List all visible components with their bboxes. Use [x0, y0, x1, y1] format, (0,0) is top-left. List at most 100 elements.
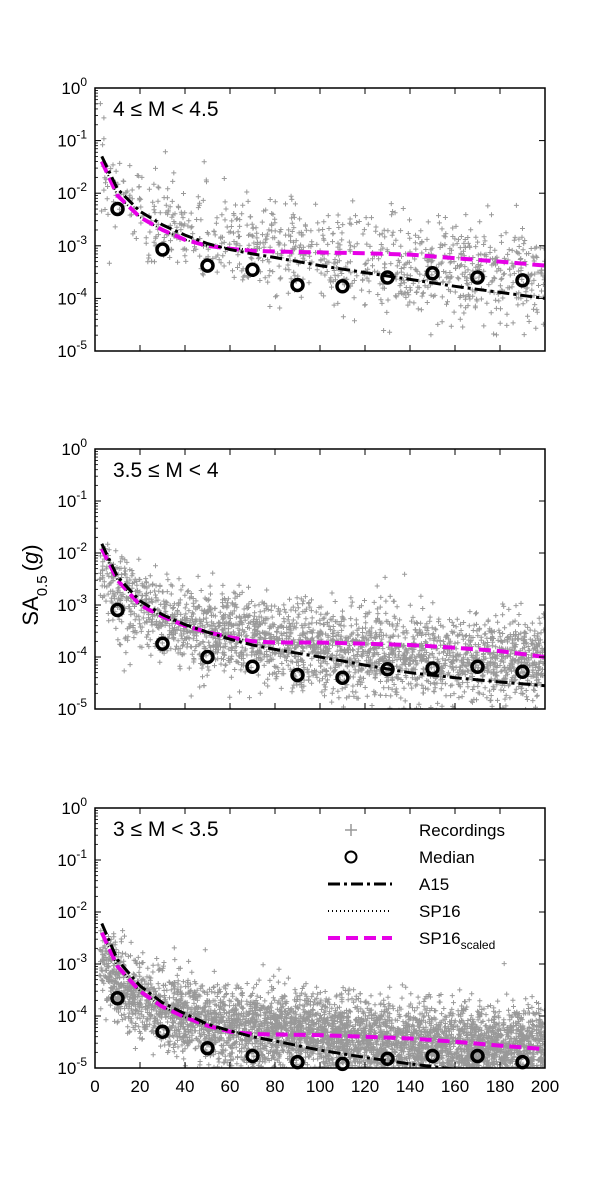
recording-point — [530, 669, 536, 675]
recording-point — [294, 595, 300, 601]
recording-point — [500, 705, 506, 709]
recording-point — [389, 646, 395, 652]
recording-point — [163, 202, 169, 208]
y-tick-base: 10 — [57, 492, 76, 511]
recording-point — [194, 618, 200, 624]
recording-point — [540, 321, 545, 327]
recording-point — [178, 631, 184, 637]
median-point — [245, 262, 260, 278]
recording-point — [348, 243, 354, 249]
recording-point — [403, 285, 409, 290]
recording-point — [355, 632, 361, 638]
recording-point — [122, 568, 128, 574]
recording-point — [296, 230, 302, 236]
recording-point — [174, 972, 180, 978]
recording-point — [257, 649, 263, 655]
recording-point — [181, 629, 187, 635]
recording-point — [299, 622, 305, 628]
y-tick-base: 10 — [61, 79, 80, 98]
recording-point — [100, 559, 106, 565]
recording-point — [538, 658, 544, 664]
recording-point — [480, 691, 486, 697]
recording-point — [455, 275, 461, 281]
recordings-series — [97, 541, 545, 709]
recording-point — [339, 237, 345, 243]
recording-point — [409, 685, 415, 691]
recording-point — [293, 608, 299, 614]
recording-point — [411, 646, 417, 652]
recording-point — [181, 639, 186, 645]
recording-point — [254, 650, 260, 655]
recording-point — [412, 627, 418, 633]
recording-point — [363, 625, 368, 631]
recording-point — [201, 683, 207, 688]
recording-point — [309, 597, 314, 603]
recording-point — [353, 617, 359, 623]
recording-point — [252, 603, 258, 609]
recording-point — [339, 271, 345, 276]
recording-point — [520, 301, 526, 307]
recording-point — [399, 982, 405, 988]
recording-point — [473, 244, 479, 250]
recording-point — [248, 214, 254, 220]
recording-point — [220, 234, 225, 240]
recording-point — [530, 698, 536, 704]
recording-point — [275, 979, 281, 985]
recording-point — [486, 668, 492, 674]
recording-point — [383, 632, 389, 638]
recording-point — [163, 602, 169, 608]
recording-point — [464, 281, 470, 286]
recording-point — [393, 293, 399, 299]
recording-point — [526, 251, 532, 256]
recording-point — [493, 305, 499, 311]
recording-point — [322, 1050, 328, 1056]
recording-point — [200, 272, 206, 278]
recording-point — [323, 645, 329, 651]
recording-point — [322, 693, 327, 699]
recording-point — [348, 623, 354, 629]
recording-point — [298, 242, 304, 248]
recording-point — [226, 260, 232, 266]
recording-point — [296, 663, 301, 669]
recording-point — [499, 275, 505, 281]
recording-point — [408, 991, 414, 997]
recording-point — [254, 632, 260, 638]
recording-point — [360, 630, 366, 635]
recording-point — [192, 648, 198, 654]
recording-point — [399, 253, 404, 259]
y-tick-exponent: -3 — [76, 592, 87, 606]
recording-point — [144, 619, 150, 625]
recording-point — [177, 646, 183, 652]
recording-point — [410, 707, 412, 709]
recording-point — [276, 640, 281, 646]
recording-point — [471, 684, 477, 690]
recording-point — [320, 668, 326, 674]
recording-point — [330, 230, 336, 236]
recording-point — [197, 253, 203, 259]
recording-point — [211, 229, 217, 235]
recording-point — [129, 187, 135, 193]
recording-point — [278, 685, 284, 691]
recording-point — [222, 662, 228, 668]
recording-point — [115, 589, 121, 595]
recording-point — [188, 644, 194, 650]
recording-point — [321, 621, 327, 627]
recording-point — [410, 280, 416, 286]
recording-point — [206, 639, 212, 645]
recording-point — [195, 194, 201, 200]
recording-point — [283, 609, 289, 615]
recording-point — [355, 649, 361, 655]
recording-point — [101, 115, 107, 121]
recording-point — [335, 220, 341, 225]
recording-point — [316, 227, 322, 233]
recording-point — [440, 279, 446, 285]
median-point — [290, 277, 305, 293]
y-tick-exponent: -5 — [76, 338, 87, 352]
median-point — [200, 258, 215, 273]
recording-point — [105, 591, 111, 597]
recording-point — [97, 576, 103, 582]
recording-point — [465, 684, 471, 690]
recording-point — [170, 606, 176, 612]
recording-point — [525, 644, 531, 649]
recording-point — [373, 224, 379, 230]
